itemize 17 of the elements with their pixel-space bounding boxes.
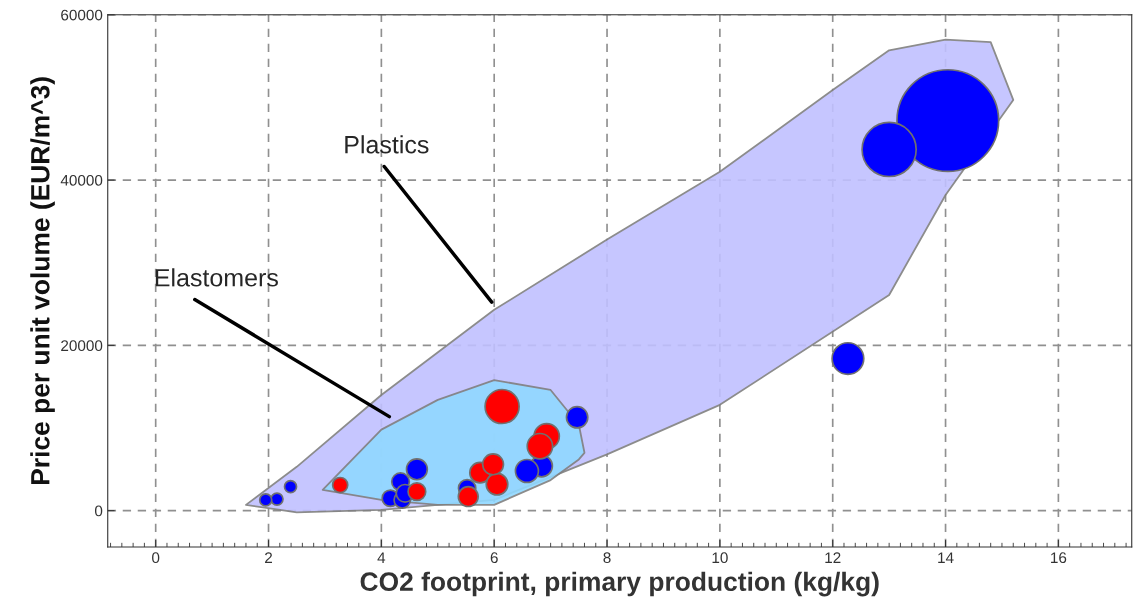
y-tick-label: 20000 xyxy=(61,340,103,352)
x-tick-label: 2 xyxy=(265,552,273,563)
x-tick-label: 4 xyxy=(377,552,386,563)
annotation: Plastics xyxy=(345,135,429,154)
y-tick-label: 60000 xyxy=(61,9,103,21)
x-tick-label: 12 xyxy=(825,552,841,563)
x-tick-label: 16 xyxy=(1051,552,1067,564)
y-axis-title: Price per unit volume (EUR/m^3) xyxy=(30,77,55,485)
x-tick-label: 0 xyxy=(152,552,160,564)
y-tick-label: 40000 xyxy=(60,174,103,186)
x-tick-label: 8 xyxy=(603,552,611,564)
y-tick-label: 0 xyxy=(94,505,103,517)
annotation: Elastomers xyxy=(155,268,278,287)
x-axis-title: CO2 footprint, primary production (kg/kg) xyxy=(360,571,879,597)
x-tick-label: 6 xyxy=(490,552,498,564)
x-tick-label: 10 xyxy=(712,552,728,564)
x-tick-label: 14 xyxy=(938,552,954,563)
